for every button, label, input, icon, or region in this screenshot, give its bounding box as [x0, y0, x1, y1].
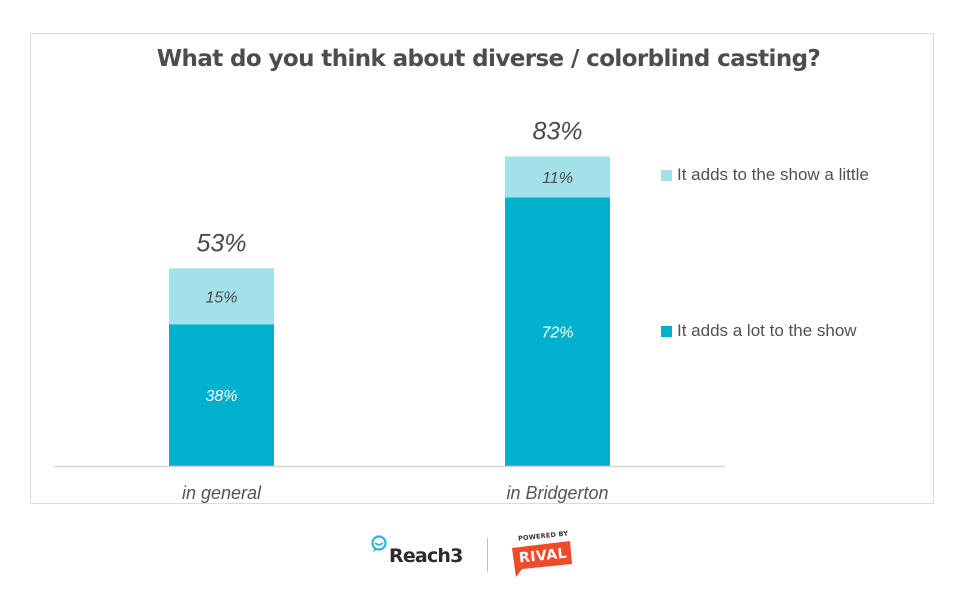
- legend-item-little: It adds to the show a little: [661, 165, 869, 185]
- legend-label-little: It adds to the show a little: [677, 165, 869, 184]
- total-label-2: 83%: [532, 117, 582, 145]
- logo-divider: [487, 538, 488, 572]
- rival-flag-icon: [512, 541, 572, 577]
- rival-logo: POWERED BY RIVAL: [510, 529, 575, 578]
- total-label-1: 53%: [196, 229, 246, 257]
- legend-item-a-lot: It adds a lot to the show: [661, 321, 857, 341]
- data-label-a-lot-2: 72%: [541, 325, 573, 342]
- labels-layer: 38% 15% 53% in general 72% 11% 83% in Bridgerto…: [182, 117, 609, 503]
- legend-swatch-little: [661, 169, 672, 181]
- bar-segment-little-2: [505, 156, 610, 198]
- bar-segment-a-lot-1: [169, 324, 274, 466]
- bar-segment-a-lot-2: [505, 197, 610, 466]
- x-tick-label-1: in general: [182, 483, 262, 503]
- bar-segment-little-1: [169, 268, 274, 325]
- x-tick-label-2: in Bridgerton: [506, 483, 608, 503]
- chart-frame: [30, 33, 934, 504]
- bars-layer: [169, 156, 610, 466]
- data-label-little-1: 15%: [205, 289, 237, 306]
- chart-title: What do you think about diverse / colorb…: [156, 46, 821, 72]
- chat-bubble-smile-icon: [371, 535, 387, 552]
- footer-logos: Reach3 POWERED BY RIVAL: [0, 528, 977, 578]
- legend-swatch-a-lot: [661, 325, 672, 337]
- reach3-logo-text: Reach3: [389, 545, 463, 567]
- data-label-little-2: 11%: [542, 170, 573, 187]
- data-label-a-lot-1: 38%: [205, 388, 237, 405]
- legend-label-a-lot: It adds a lot to the show: [677, 321, 857, 340]
